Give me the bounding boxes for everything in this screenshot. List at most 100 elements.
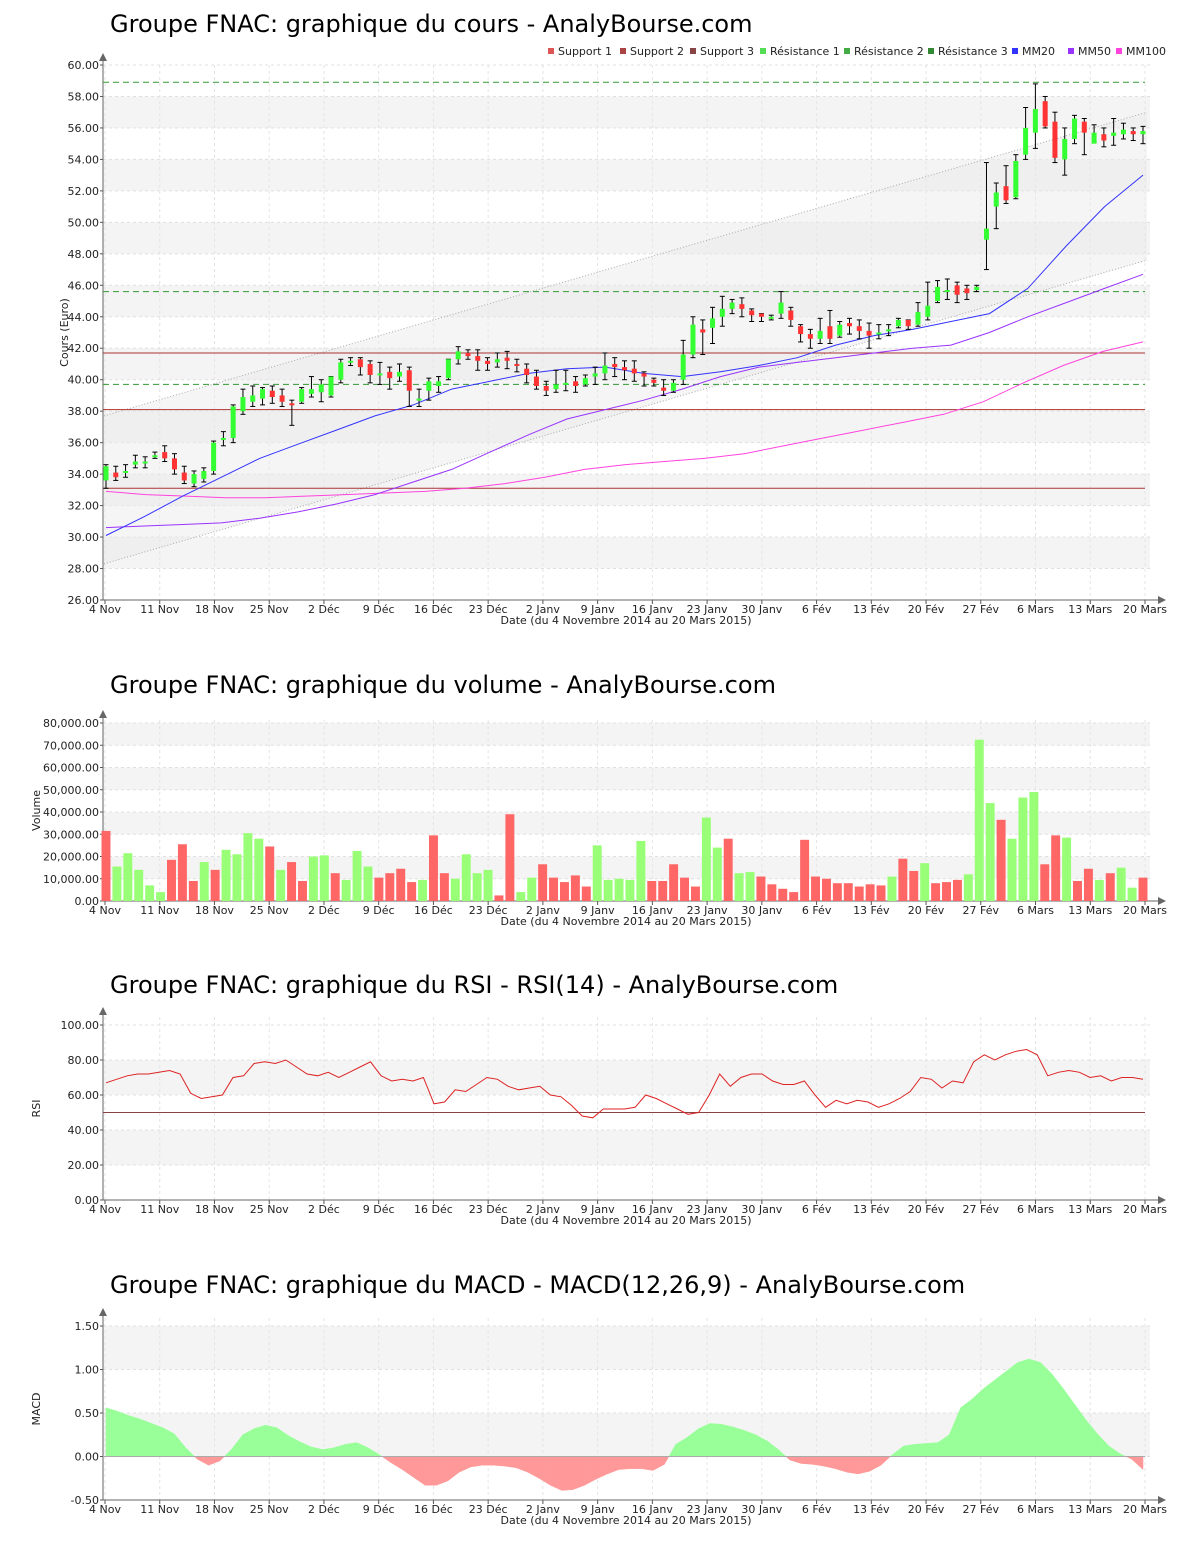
x-tick-label: 2 Janv <box>526 603 560 616</box>
x-tick-label: 16 Janv <box>632 904 673 917</box>
x-tick-label: 11 Nov <box>140 1503 179 1516</box>
volume-bar <box>330 873 340 901</box>
macd-positive-area <box>265 1424 278 1457</box>
y-axis-label: RSI <box>30 1100 43 1118</box>
macd-negative-area <box>538 1456 551 1486</box>
legend-label: Résistance 3 <box>938 45 1008 58</box>
y-tick-label: 58.00 <box>68 90 100 103</box>
x-tick-label: 6 Fév <box>802 1203 832 1216</box>
candle-body <box>1091 132 1097 144</box>
grid-band <box>103 1326 1150 1370</box>
x-tick-label: 27 Fév <box>963 1503 1000 1516</box>
y-tick-label: 42.00 <box>68 342 100 355</box>
x-tick-label: 11 Nov <box>140 603 179 616</box>
volume-bar <box>1138 877 1148 901</box>
candle-body <box>710 318 716 328</box>
candle-body <box>142 461 148 464</box>
candle-body <box>1013 160 1019 198</box>
volume-panel: Groupe FNAC: graphique du volume - Analy… <box>0 660 1200 940</box>
candle-body <box>455 351 461 360</box>
x-tick-label: 20 Fév <box>908 1203 945 1216</box>
grid-band <box>103 96 1150 128</box>
candle-body <box>416 398 422 401</box>
x-tick-label: 2 Déc <box>308 904 340 917</box>
y-tick-label: 20,000.00 <box>43 851 99 864</box>
volume-bar <box>232 854 242 901</box>
candle-body <box>661 387 667 391</box>
volume-bar <box>341 879 351 901</box>
legend-swatch <box>690 48 696 54</box>
x-tick-label: 6 Mars <box>1017 904 1054 917</box>
candle-body <box>475 356 481 361</box>
volume-bar <box>210 869 220 901</box>
candle-body <box>729 302 735 309</box>
volume-chart-title: Groupe FNAC: graphique du volume - Analy… <box>110 671 776 699</box>
volume-bar <box>821 878 831 901</box>
macd-positive-area <box>1051 1373 1064 1457</box>
x-axis-label: Date (du 4 Novembre 2014 au 20 Mars 2015… <box>501 1214 752 1227</box>
candle-body <box>778 302 784 314</box>
volume-bar <box>625 879 635 901</box>
grid-band <box>103 1130 1150 1165</box>
x-tick-label: 2 Janv <box>526 904 560 917</box>
macd-negative-area <box>664 1456 670 1466</box>
x-tick-label: 16 Déc <box>414 1203 453 1216</box>
candle-body <box>269 390 275 398</box>
candle-body <box>817 330 823 339</box>
volume-bar <box>101 830 111 901</box>
x-tick-label: 27 Fév <box>963 603 1000 616</box>
grid-band <box>103 723 1150 746</box>
volume-bar <box>734 873 744 901</box>
rsi-chart-title: Groupe FNAC: graphique du RSI - RSI(14) … <box>110 971 839 999</box>
macd-negative-area <box>823 1456 836 1469</box>
y-tick-label: 70,000.00 <box>43 739 99 752</box>
volume-bar <box>1029 791 1039 901</box>
candle-body <box>1023 127 1029 155</box>
macd-positive-area <box>1074 1403 1087 1457</box>
volume-bar <box>843 883 853 901</box>
y-tick-label: 50.00 <box>68 216 100 229</box>
x-tick-label: 6 Mars <box>1017 1203 1054 1216</box>
macd-negative-area <box>869 1456 882 1472</box>
x-tick-label: 23 Janv <box>687 1203 728 1216</box>
macd-positive-area <box>903 1444 916 1457</box>
volume-bar <box>920 863 930 901</box>
macd-negative-area <box>641 1456 654 1471</box>
candle-body <box>445 359 451 379</box>
x-tick-label: 13 Mars <box>1068 1203 1112 1216</box>
candle-body <box>524 368 530 375</box>
macd-negative-area <box>196 1456 209 1466</box>
macd-negative-area <box>835 1456 847 1473</box>
volume-bar <box>963 874 973 901</box>
volume-bar <box>363 866 373 901</box>
x-tick-label: 13 Fév <box>853 1203 890 1216</box>
y-tick-label: 0.00 <box>75 895 100 908</box>
legend-swatch <box>760 48 766 54</box>
volume-bar <box>505 814 515 901</box>
legend-swatch <box>1012 48 1018 54</box>
volume-bar <box>352 850 362 901</box>
macd-positive-area <box>732 1426 745 1457</box>
volume-bar <box>669 864 679 901</box>
volume-bar <box>581 886 591 901</box>
macd-chart-title: Groupe FNAC: graphique du MACD - MACD(12… <box>110 1271 966 1299</box>
volume-bar <box>156 892 166 901</box>
macd-negative-area <box>789 1456 802 1464</box>
y-tick-label: 54.00 <box>68 153 100 166</box>
macd-negative-area <box>219 1456 225 1462</box>
candle-body <box>318 384 324 393</box>
macd-negative-area <box>527 1456 540 1479</box>
candle-body <box>670 382 676 391</box>
volume-bar <box>931 883 941 901</box>
grid-band <box>103 537 1150 569</box>
x-tick-label: 4 Nov <box>89 904 121 917</box>
volume-bar <box>745 872 755 901</box>
macd-positive-area <box>983 1379 996 1457</box>
candle-body <box>651 379 657 383</box>
x-tick-label: 6 Mars <box>1017 603 1054 616</box>
macd-positive-area <box>117 1410 130 1457</box>
grid-band <box>103 411 1150 443</box>
volume-bar <box>570 875 580 901</box>
candle-body <box>983 228 989 240</box>
volume-bar <box>1007 838 1017 901</box>
